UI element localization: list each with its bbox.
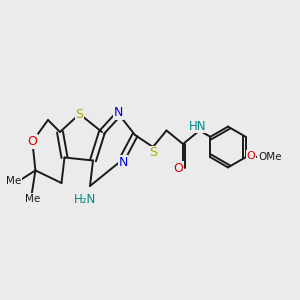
Text: Me: Me bbox=[6, 176, 21, 186]
Text: O: O bbox=[174, 161, 183, 175]
Text: N: N bbox=[118, 155, 128, 169]
Text: Me: Me bbox=[26, 194, 40, 204]
Text: S: S bbox=[149, 146, 157, 160]
Text: OMe: OMe bbox=[258, 152, 281, 162]
Text: N: N bbox=[114, 106, 123, 119]
Text: S: S bbox=[76, 107, 83, 121]
Text: H₂N: H₂N bbox=[74, 193, 97, 206]
Text: O: O bbox=[247, 151, 255, 161]
Text: HN: HN bbox=[189, 119, 207, 133]
Text: O: O bbox=[28, 135, 37, 148]
